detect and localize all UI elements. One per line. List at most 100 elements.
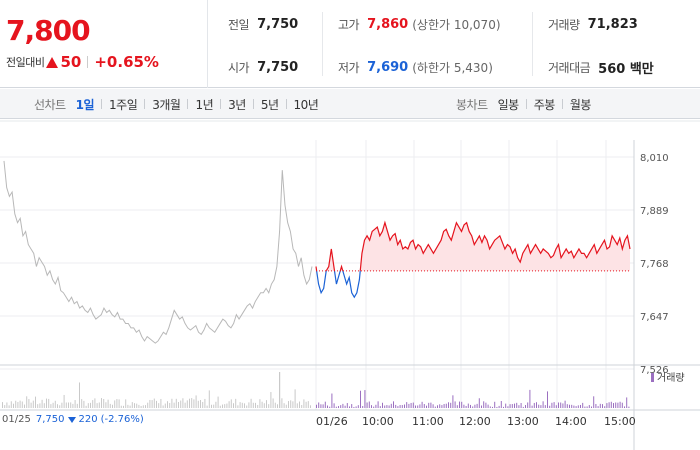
amount-label: 거래대금: [548, 60, 591, 75]
current-price: 7,800: [6, 14, 91, 47]
line-chart-tabs: 선차트 1일 1주일 3개월 1년 3년 5년 10년: [34, 89, 319, 119]
volume-bar: [533, 402, 535, 408]
volume-bar: [478, 398, 480, 408]
volume-bar: [48, 398, 50, 408]
tab-5y[interactable]: 5년: [260, 97, 279, 112]
volume-bar: [131, 402, 133, 408]
tab-1d[interactable]: 1일: [75, 97, 95, 112]
volume-bar: [294, 389, 296, 408]
volume-bar: [72, 403, 74, 408]
tab-monthly[interactable]: 월봉: [569, 97, 592, 112]
volume-bar: [116, 399, 118, 408]
volume-bar: [324, 401, 326, 408]
change-value: 50: [60, 53, 82, 71]
volume-bar: [127, 404, 129, 408]
tab-daily[interactable]: 일봉: [497, 97, 520, 112]
volume-bar: [397, 406, 399, 408]
volume-bar: [118, 399, 120, 408]
volume-bar: [547, 391, 548, 408]
volume-bar: [200, 399, 201, 408]
volume-bar: [571, 404, 573, 408]
volume-bar: [604, 406, 606, 408]
volume-legend-label: 거래량: [657, 372, 685, 384]
volume-bar: [577, 405, 579, 408]
volume-bar: [441, 405, 443, 408]
volume-bar: [494, 401, 496, 408]
volume-bar: [586, 406, 588, 408]
volume-bar: [459, 401, 460, 408]
volume-bar: [395, 404, 397, 408]
tab-weekly[interactable]: 주봉: [533, 97, 556, 112]
volume-bar: [281, 398, 283, 408]
volume-bar: [87, 403, 89, 408]
volume-bar: [461, 401, 463, 408]
open-cell: 시가 7,750: [228, 57, 298, 77]
volume-bar: [288, 401, 289, 408]
volume-bar: [527, 402, 529, 408]
high-label: 고가: [338, 17, 360, 32]
volume-bar: [430, 402, 432, 408]
volume-bar: [65, 402, 67, 408]
volume-bar: [213, 404, 215, 408]
volume-bars: [2, 372, 630, 408]
volume-bar: [195, 395, 197, 408]
tab-1w[interactable]: 1주일: [109, 97, 138, 112]
volume-bar: [351, 404, 353, 408]
volume-bar: [193, 399, 195, 408]
volume-bar: [320, 404, 322, 408]
volume-bar: [560, 402, 562, 408]
volume-bar: [37, 404, 39, 408]
volume-bar: [68, 402, 69, 408]
volume-bar: [301, 405, 303, 408]
volume-bar: [178, 402, 179, 408]
volume-bar: [101, 398, 102, 408]
tab-1y[interactable]: 1년: [195, 97, 214, 112]
volume-bar: [184, 402, 186, 408]
volume-bar: [536, 402, 537, 408]
x-tick-label: 10:00: [362, 415, 394, 428]
volume-bar: [63, 394, 65, 408]
x-axis: 01/26 10:00 11:00 12:00 13:00 14:00 15:00: [316, 415, 636, 428]
prev-day-diff: 220: [78, 414, 98, 425]
volume-bar: [549, 405, 551, 408]
volume-bar: [432, 404, 434, 408]
divider: [187, 99, 189, 109]
volume-bar: [371, 405, 372, 408]
x-tick-label: 15:00: [604, 415, 636, 428]
divider: [561, 99, 563, 109]
divider: [285, 99, 287, 109]
volume-bar: [531, 405, 533, 408]
volume-bar: [140, 405, 142, 408]
volume-bar: [129, 405, 131, 408]
y-tick-label: 7,889: [640, 206, 669, 217]
volume-bar: [408, 403, 410, 408]
x-tick-label: 13:00: [507, 415, 539, 428]
volume-cell: 거래량 71,823: [548, 14, 638, 34]
divider: [101, 99, 103, 109]
volume-bar: [580, 404, 581, 408]
volume-bar: [158, 403, 160, 408]
volume-bar: [134, 403, 135, 408]
divider: [252, 99, 254, 109]
tab-3y[interactable]: 3년: [228, 97, 246, 112]
volume-bar: [492, 406, 493, 408]
volume-bar: [373, 406, 375, 408]
change-label: 전일대비: [6, 56, 45, 69]
volume-bar: [202, 401, 204, 408]
tab-10y[interactable]: 10년: [293, 97, 319, 112]
volume-bar: [186, 400, 188, 408]
tab-3m[interactable]: 3개월: [152, 97, 181, 112]
volume-bar: [344, 405, 346, 408]
volume-bar: [463, 404, 465, 408]
current-price-box: 7,800 전일대비 50 +0.65%: [0, 0, 208, 88]
volume-bar: [299, 401, 300, 408]
volume-bar: [244, 403, 245, 408]
volume-bar: [489, 406, 491, 408]
volume-bar: [138, 404, 140, 408]
volume-bar: [505, 403, 507, 408]
volume-bar: [290, 400, 292, 408]
volume-bar: [76, 403, 78, 408]
volume-bar: [558, 402, 559, 408]
prev-day-summary: 01/25 7,750 220 (-2.76%): [2, 414, 144, 425]
amount-cell: 거래대금 560 백만: [548, 57, 654, 77]
